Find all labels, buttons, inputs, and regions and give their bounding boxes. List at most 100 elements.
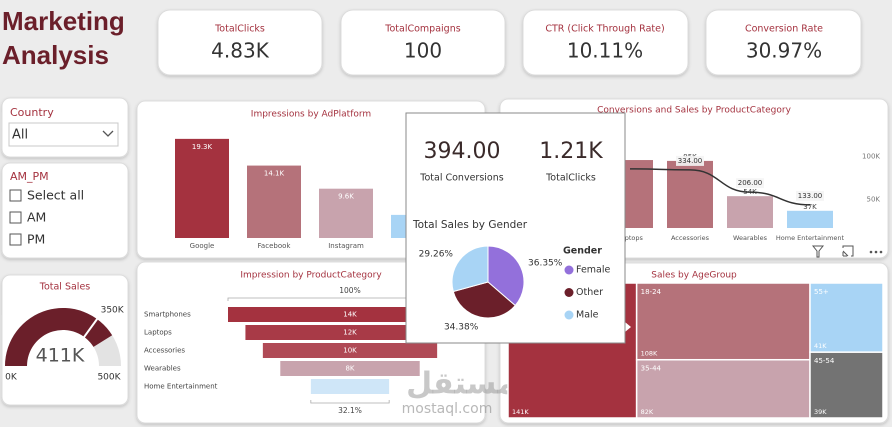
watermark: مستقل xyxy=(406,367,516,402)
bar xyxy=(667,160,713,228)
funnel-bar xyxy=(280,361,420,376)
x-tick-label: Instagram xyxy=(328,242,364,250)
pie-label: 36.35% xyxy=(528,258,563,268)
legend-label: Male xyxy=(576,310,599,321)
funnel-bar xyxy=(310,379,390,394)
legend-title: Gender xyxy=(563,246,602,257)
treemap-cell xyxy=(809,351,884,419)
cell-value: 41K xyxy=(814,342,827,350)
tooltip-label: TotalClicks xyxy=(545,173,596,184)
focus-icon[interactable] xyxy=(842,245,854,257)
bar xyxy=(787,210,833,228)
filter-icon[interactable] xyxy=(811,245,825,258)
bar xyxy=(247,165,301,238)
dot xyxy=(869,250,873,254)
checkbox-label: Select all xyxy=(27,188,84,203)
y2-tick-label: 100K xyxy=(862,153,880,161)
pie-slice xyxy=(451,245,489,293)
legend-swatch xyxy=(564,265,574,275)
pie-label: 34.38% xyxy=(444,322,479,332)
x-tick-label: Accessories xyxy=(671,234,710,242)
data-label: 10K xyxy=(343,347,357,355)
line xyxy=(629,168,811,206)
data-label-bg xyxy=(676,155,704,166)
tooltip-value: 1.21K xyxy=(539,139,603,164)
legend-swatch xyxy=(564,288,574,297)
x-tick-label: Home Entertainment xyxy=(776,234,845,242)
visual-header xyxy=(811,245,854,258)
data-label: 19.3K xyxy=(192,143,213,151)
data-label: 12K xyxy=(343,329,357,337)
checkbox[interactable] xyxy=(9,211,22,224)
gauge-value-label: 411K xyxy=(36,345,85,367)
x-tick-label: Laptops xyxy=(617,234,643,242)
funnel-bar xyxy=(262,343,438,358)
checkbox[interactable] xyxy=(9,189,22,202)
data-label: 334.00 xyxy=(678,157,703,165)
cell-label: 55+ xyxy=(814,288,829,296)
cell-value: 39K xyxy=(814,408,827,416)
checkbox[interactable] xyxy=(9,233,22,246)
category-label: Home Entertainment xyxy=(144,383,218,391)
category-label: Accessories xyxy=(144,347,185,355)
pie-slice xyxy=(487,245,525,307)
cell-label: 35-44 xyxy=(641,365,662,373)
watermark: mostaql.com xyxy=(402,401,493,417)
cell-label: 45-54 xyxy=(814,357,835,365)
data-label: 37K xyxy=(803,203,817,211)
bar xyxy=(175,138,229,238)
kpi-value: 10.11% xyxy=(567,39,643,63)
legend-swatch xyxy=(564,310,574,320)
bar xyxy=(319,188,373,238)
slicer-label: Country xyxy=(10,106,54,119)
data-label: 14K xyxy=(343,311,357,319)
data-label: 8K xyxy=(345,365,354,373)
dropdown[interactable] xyxy=(8,122,119,147)
gauge-value xyxy=(5,307,113,366)
data-label-bg xyxy=(736,178,764,189)
chart-title: Sales by AgeGroup xyxy=(651,271,737,281)
chart-title: Impressions by AdPlatform xyxy=(251,110,371,120)
more-icon[interactable] xyxy=(869,250,883,254)
conversion-label: 32.1% xyxy=(338,406,362,415)
cell-value: 108K xyxy=(641,350,658,358)
category-label: Smartphones xyxy=(144,311,191,319)
cell-value: 82K xyxy=(641,408,654,416)
chart-title: Total Sales by Gender xyxy=(412,219,528,231)
dot xyxy=(879,250,883,254)
gauge-max-label: 500K xyxy=(97,373,121,383)
data-label: 206.00 xyxy=(738,179,763,187)
kpi-value: 30.97% xyxy=(746,39,822,63)
data-label: 9.6K xyxy=(338,193,354,201)
chart-title: Total Sales xyxy=(39,282,91,293)
chart-title: Impression by ProductCategory xyxy=(240,271,382,281)
checkbox-label: PM xyxy=(27,232,45,247)
category-label: Wearables xyxy=(144,365,181,373)
kpi-label: TotalCompaigns xyxy=(384,24,460,35)
slicer-label: AM_PM xyxy=(10,170,49,183)
kpi-card xyxy=(157,9,323,76)
funnel-bar xyxy=(245,325,455,340)
gauge-min-label: 0K xyxy=(5,373,18,383)
x-tick-label: Facebook xyxy=(258,242,292,250)
cell-value: 141K xyxy=(512,408,529,416)
conversion-bracket xyxy=(310,400,390,404)
kpi-value: 100 xyxy=(404,39,442,63)
data-label: 133.00 xyxy=(798,192,823,200)
page-title: Marketing Analysis xyxy=(2,6,125,70)
dot xyxy=(874,250,878,254)
pie-label: 29.26% xyxy=(419,250,454,260)
tooltip-label: Total Conversions xyxy=(419,173,503,184)
slicer-card xyxy=(1,162,129,259)
data-label: 14.1K xyxy=(264,170,285,178)
dropdown-value: All xyxy=(12,128,28,143)
kpi-label: Conversion Rate xyxy=(745,24,823,35)
legend-label: Female xyxy=(576,265,611,276)
treemap-cell xyxy=(635,358,811,419)
gauge-card xyxy=(1,274,129,406)
y2-tick-label: 50K xyxy=(867,196,881,204)
gauge-target-label: 350K xyxy=(101,306,125,316)
gauge-target xyxy=(82,317,99,339)
